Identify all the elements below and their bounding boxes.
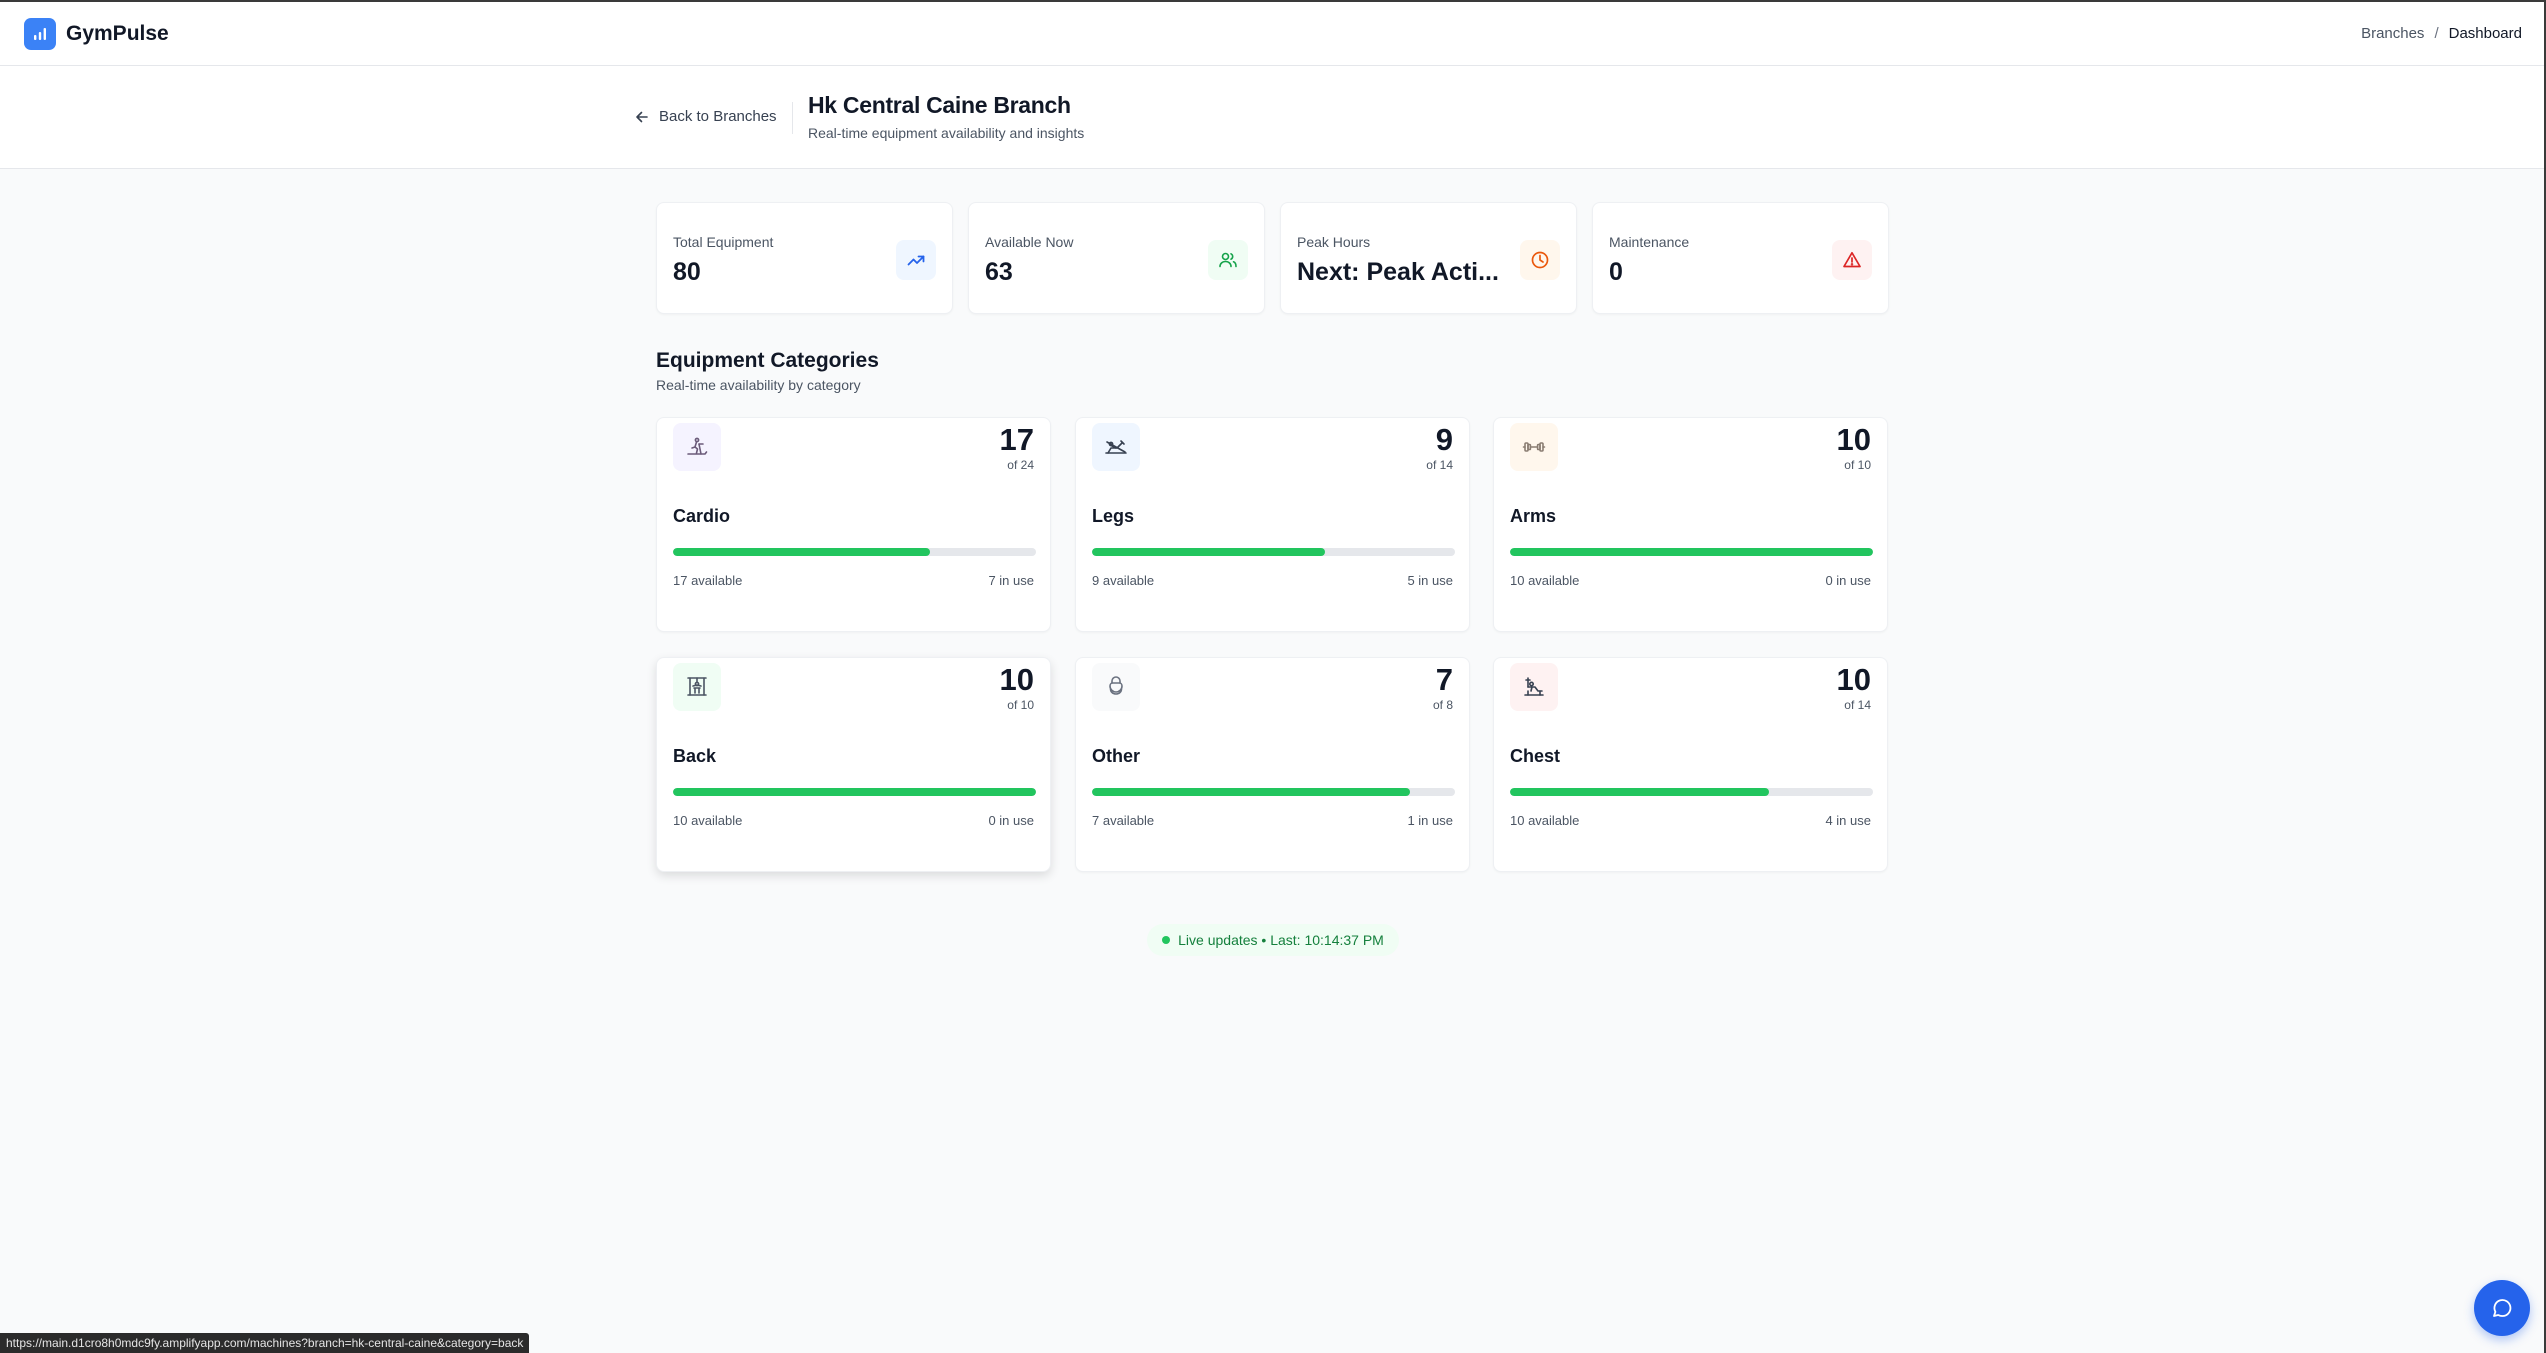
stat-value: 80 <box>673 258 701 286</box>
stat-card-available-now: Available Now 63 <box>968 202 1265 314</box>
brand[interactable]: GymPulse <box>24 17 169 50</box>
status-url: https://main.d1cro8h0mdc9fy.amplifyapp.c… <box>0 1333 530 1353</box>
category-card-cardio[interactable]: 17 of 24 Cardio 17 available 7 in use <box>656 417 1051 632</box>
page-title: Hk Central Caine Branch <box>808 92 1071 118</box>
availability-bar <box>1092 548 1455 556</box>
page-subtitle: Real-time equipment availability and ins… <box>808 125 1085 141</box>
kettlebell-icon <box>1092 663 1140 711</box>
trending-up-icon <box>896 240 936 280</box>
live-updates-text: Live updates • Last: 10:14:37 PM <box>1178 932 1384 948</box>
stat-value: 0 <box>1609 258 1623 286</box>
availability-bar-fill <box>1092 548 1326 556</box>
available-count: 7 available <box>1092 813 1155 828</box>
category-total: of 8 <box>1432 698 1453 712</box>
stat-value: 63 <box>985 258 1013 286</box>
category-card-other[interactable]: 7 of 8 Other 7 available 1 in use <box>1075 657 1470 872</box>
section-subtitle: Real-time availability by category <box>656 377 861 393</box>
in-use-count: 4 in use <box>1825 813 1871 828</box>
available-count: 10 available <box>1510 813 1580 828</box>
category-card-chest[interactable]: 10 of 14 Chest 10 available 4 in use <box>1493 657 1888 872</box>
available-count: 10 available <box>1510 573 1580 588</box>
category-total: of 10 <box>1007 698 1034 712</box>
clock-icon <box>1520 240 1560 280</box>
cable-machine-icon <box>673 663 721 711</box>
in-use-count: 5 in use <box>1407 573 1453 588</box>
category-name: Chest <box>1510 746 1561 766</box>
breadcrumb-separator: / <box>2434 25 2439 42</box>
stat-label: Peak Hours <box>1297 234 1371 250</box>
category-total: of 14 <box>1844 698 1871 712</box>
category-name: Legs <box>1092 506 1135 526</box>
section-title: Equipment Categories <box>656 349 879 372</box>
in-use-count: 1 in use <box>1407 813 1453 828</box>
category-count: 17 <box>999 422 1034 457</box>
stat-value: Next: Peak Acti... <box>1297 258 1499 286</box>
in-use-count: 0 in use <box>1825 573 1871 588</box>
category-card-legs[interactable]: 9 of 14 Legs 9 available 5 in use <box>1075 417 1470 632</box>
top-nav: GymPulse Branches / Dashboard <box>0 0 2546 66</box>
window-edge <box>2544 0 2546 1353</box>
category-count: 9 <box>1435 422 1453 457</box>
breadcrumb-branches[interactable]: Branches <box>2361 25 2425 42</box>
category-name: Other <box>1092 746 1141 766</box>
users-icon <box>1208 240 1248 280</box>
alert-triangle-icon <box>1832 240 1872 280</box>
stat-label: Total Equipment <box>673 234 774 250</box>
stat-label: Maintenance <box>1609 234 1690 250</box>
available-count: 9 available <box>1092 573 1155 588</box>
live-updates-status: Live updates • Last: 10:14:37 PM <box>1147 924 1399 956</box>
availability-bar-fill <box>1092 788 1410 796</box>
category-card-arms[interactable]: 10 of 10 Arms 10 available 0 in use <box>1493 417 1888 632</box>
back-to-branches-link[interactable]: Back to Branches <box>634 108 777 125</box>
category-name: Cardio <box>673 506 731 526</box>
category-card-back[interactable]: 10 of 10 Back 10 available 0 in use <box>656 657 1051 872</box>
stat-card-maintenance: Maintenance 0 <box>1592 202 1889 314</box>
breadcrumb: Branches / Dashboard <box>2361 25 2522 42</box>
category-name: Arms <box>1510 506 1557 526</box>
arrow-left-icon <box>636 111 648 122</box>
title-block: Hk Central Caine Branch Real-time equipm… <box>808 92 1084 141</box>
category-name: Back <box>673 746 717 766</box>
treadmill-icon <box>673 423 721 471</box>
category-count: 7 <box>1435 662 1453 697</box>
category-count: 10 <box>1836 422 1871 457</box>
stat-label: Available Now <box>985 234 1074 250</box>
live-dot-icon <box>1162 936 1171 944</box>
category-total: of 24 <box>1007 458 1034 472</box>
available-count: 17 available <box>673 573 743 588</box>
breadcrumb-dashboard: Dashboard <box>2448 25 2522 42</box>
availability-bar <box>1510 548 1873 556</box>
availability-bar-fill <box>673 548 930 556</box>
category-count: 10 <box>1836 662 1871 697</box>
availability-bar-fill <box>1510 548 1873 556</box>
availability-bar-fill <box>673 788 1036 796</box>
stat-card-total-equipment: Total Equipment 80 <box>656 202 953 314</box>
available-count: 10 available <box>673 813 743 828</box>
in-use-count: 0 in use <box>988 813 1034 828</box>
dumbbell-icon <box>1510 423 1558 471</box>
header-divider <box>792 102 793 134</box>
bench-press-icon <box>1510 663 1558 711</box>
category-total: of 14 <box>1426 458 1453 472</box>
category-count: 10 <box>999 662 1034 697</box>
brand-name: GymPulse <box>66 21 169 45</box>
message-circle-icon <box>2493 1299 2512 1317</box>
availability-bar <box>673 788 1036 796</box>
availability-bar <box>1092 788 1455 796</box>
category-total: of 10 <box>1844 458 1871 472</box>
availability-bar-fill <box>1510 788 1770 796</box>
availability-bar <box>673 548 1036 556</box>
page-header: Back to Branches Hk Central Caine Branch… <box>0 66 2546 169</box>
chat-button[interactable] <box>2474 1280 2530 1336</box>
stat-card-peak-hours: Peak Hours Next: Peak Acti... <box>1280 202 1577 314</box>
availability-bar <box>1510 788 1873 796</box>
back-label: Back to Branches <box>659 108 777 125</box>
in-use-count: 7 in use <box>988 573 1034 588</box>
bar-chart-icon <box>24 17 56 50</box>
leg-press-icon <box>1092 423 1140 471</box>
